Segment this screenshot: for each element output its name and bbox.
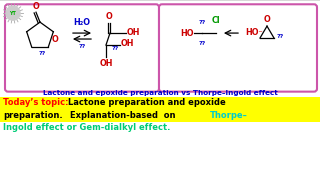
- Text: H₂O: H₂O: [74, 18, 91, 27]
- Text: ??: ??: [277, 33, 284, 39]
- Text: OH: OH: [121, 39, 134, 48]
- Text: Thorpe–: Thorpe–: [210, 111, 248, 120]
- FancyBboxPatch shape: [159, 4, 317, 92]
- Text: HO⁻: HO⁻: [245, 28, 263, 37]
- Text: OH: OH: [99, 59, 113, 68]
- Text: ??: ??: [198, 41, 206, 46]
- Text: Cl: Cl: [212, 16, 220, 25]
- Bar: [0, 97, 320, 109]
- Text: Ingold effect or Gem-dialkyl effect.: Ingold effect or Gem-dialkyl effect.: [3, 123, 170, 132]
- Text: ??: ??: [198, 20, 206, 25]
- Text: ??: ??: [78, 44, 86, 49]
- Circle shape: [6, 6, 20, 20]
- Text: Lactone and epoxide preparation vs Thorpe–Ingold effect: Lactone and epoxide preparation vs Thorp…: [43, 90, 277, 96]
- Text: preparation.: preparation.: [3, 111, 63, 120]
- Text: Lactone preparation and epoxide: Lactone preparation and epoxide: [68, 98, 226, 107]
- Text: ??: ??: [38, 51, 46, 56]
- Bar: [0, 1, 320, 93]
- Text: O: O: [264, 15, 270, 24]
- Bar: [0, 109, 320, 122]
- Text: YT: YT: [10, 11, 16, 16]
- Text: ??: ??: [112, 46, 119, 51]
- Text: O: O: [52, 35, 58, 44]
- Text: OH: OH: [127, 28, 140, 37]
- Bar: [0, 93, 320, 180]
- Text: O: O: [33, 2, 39, 11]
- FancyBboxPatch shape: [5, 4, 159, 92]
- Text: Explanation-based  on: Explanation-based on: [70, 111, 175, 120]
- Text: O: O: [106, 12, 112, 21]
- Text: Today’s topic:: Today’s topic:: [3, 98, 68, 107]
- Text: HO: HO: [180, 29, 194, 38]
